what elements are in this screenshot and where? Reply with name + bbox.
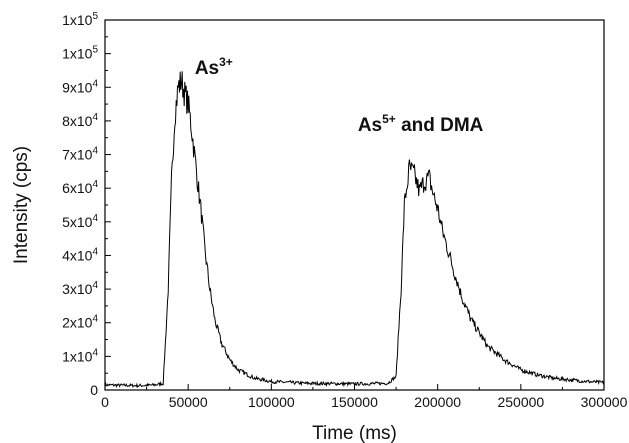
x-tick-label: 50000	[169, 394, 208, 410]
y-tick-label: 0	[90, 382, 98, 398]
y-axis-title: Intensity (cps)	[11, 146, 32, 264]
series-line	[104, 71, 605, 389]
peak-label-as3: As3+	[195, 55, 233, 79]
y-tick-label: 6x104	[62, 179, 98, 196]
y-tick-label: 1x104	[62, 347, 98, 364]
y-axis-ticks: 0 1x104 2x104 3x104 4x104 5x104 6x104 7x104 8x10…	[62, 11, 111, 398]
y-tick-label: 1x105	[62, 11, 98, 28]
y-tick-label: 3x104	[62, 280, 98, 297]
x-tick-label: 200000	[414, 394, 461, 410]
y-tick-label: 9x104	[62, 78, 98, 95]
peak-annotations: As3+ As5+ and DMA	[195, 55, 484, 136]
y-tick-label: 2x104	[62, 314, 98, 331]
y-tick-label: 7x104	[62, 146, 98, 163]
x-tick-label: 100000	[248, 394, 295, 410]
x-tick-label: 150000	[331, 394, 378, 410]
x-tick-label: 250000	[497, 394, 544, 410]
x-tick-label: 300000	[581, 394, 628, 410]
y-tick-label: 4x104	[62, 246, 98, 263]
peak-label-as5: As5+ and DMA	[358, 112, 484, 136]
y-tick-label: 5x104	[62, 213, 98, 230]
y-tick-label: 1x105	[62, 45, 98, 62]
x-tick-label: 0	[101, 394, 109, 410]
x-axis-ticks: 0 50000 100000 150000 200000 250000 300000	[101, 384, 628, 410]
x-axis-title: Time (ms)	[312, 423, 397, 443]
y-tick-label: 8x104	[62, 112, 98, 129]
